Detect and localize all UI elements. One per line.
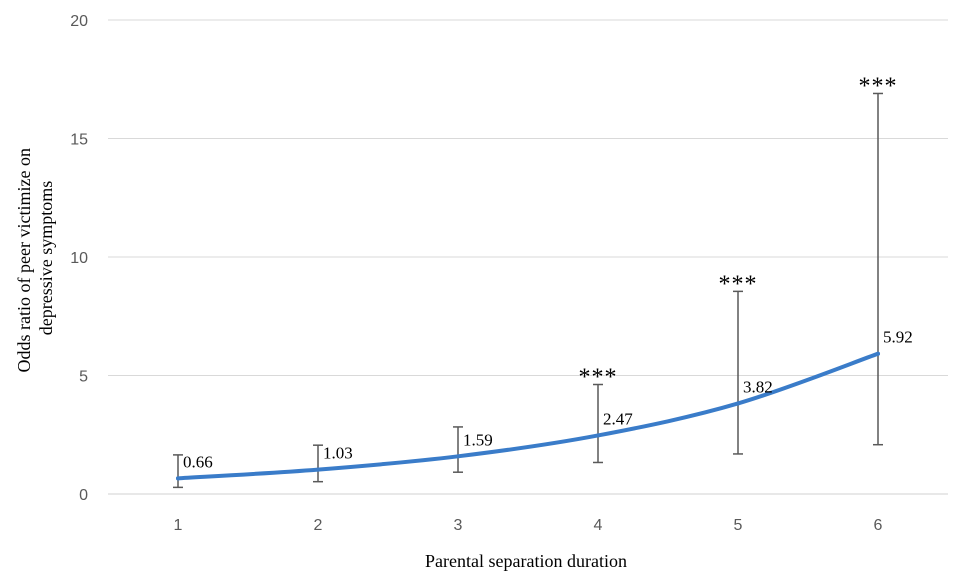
y-tick-label: 0 bbox=[79, 487, 88, 504]
series-line bbox=[176, 351, 880, 481]
y-axis-title: Odds ratio of peer victimize on depressi… bbox=[14, 144, 56, 373]
data-point bbox=[456, 454, 460, 459]
data-point bbox=[876, 351, 880, 356]
significance-label: *** bbox=[719, 271, 758, 297]
y-axis-title-line-2: depressive symptoms bbox=[36, 181, 56, 336]
significance-label: *** bbox=[579, 365, 618, 391]
value-label: 1.59 bbox=[463, 430, 493, 449]
value-label: 1.03 bbox=[323, 444, 353, 463]
x-axis-title: Parental separation duration bbox=[425, 551, 627, 571]
y-tick-label: 20 bbox=[70, 13, 88, 30]
value-label: 2.47 bbox=[603, 409, 633, 428]
y-axis-title-line-1: Odds ratio of peer victimize on bbox=[14, 148, 34, 372]
data-series bbox=[176, 351, 880, 481]
data-point bbox=[176, 476, 180, 481]
data-point bbox=[736, 401, 740, 406]
error-bar bbox=[313, 444, 323, 483]
y-tick-label: 10 bbox=[70, 250, 88, 267]
y-tick-label: 5 bbox=[79, 369, 88, 386]
y-tick-label: 15 bbox=[70, 132, 88, 149]
gridlines bbox=[108, 19, 948, 376]
significance-label: *** bbox=[859, 73, 898, 99]
axes: 0 5 10 15 20 1 2 3 4 5 6 bbox=[70, 13, 948, 534]
error-bar bbox=[173, 454, 183, 489]
x-tick-label: 5 bbox=[734, 517, 743, 534]
error-bars bbox=[173, 92, 883, 489]
value-label: 3.82 bbox=[743, 377, 773, 396]
error-bar bbox=[733, 290, 743, 455]
error-bar bbox=[453, 426, 463, 473]
x-tick-label: 1 bbox=[174, 517, 183, 534]
value-label: 0.66 bbox=[183, 452, 213, 471]
error-bar bbox=[593, 383, 603, 464]
x-tick-label: 2 bbox=[314, 517, 323, 534]
x-tick-label: 6 bbox=[874, 517, 883, 534]
x-tick-label: 4 bbox=[594, 517, 603, 534]
value-label: 5.92 bbox=[883, 328, 913, 347]
data-labels: 0.66 1.03 1.59 2.47 *** 3.82 *** 5.92 *** bbox=[183, 73, 913, 471]
error-bar bbox=[873, 92, 883, 446]
data-point bbox=[596, 433, 600, 438]
x-tick-label: 3 bbox=[454, 517, 463, 534]
data-point bbox=[316, 467, 320, 472]
